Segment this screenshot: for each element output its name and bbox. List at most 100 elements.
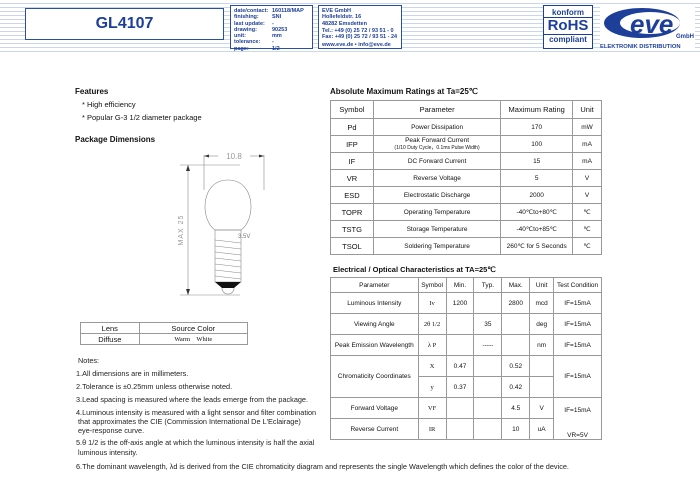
table-row: VR Reverse Voltage 5 V bbox=[330, 169, 602, 187]
table-row: Forward Voltage VF 4.5 V IF=15mA VR=5V bbox=[330, 397, 602, 440]
table-cell: 2θ 1/2 bbox=[417, 313, 447, 335]
info-label: drawing: bbox=[234, 26, 257, 33]
cell-text: Soldering Temperature bbox=[404, 242, 470, 250]
cell-text: VR=5V bbox=[567, 431, 588, 439]
info-label: unit: bbox=[234, 33, 246, 40]
info-label: tolerance: bbox=[234, 39, 261, 46]
company-fax: Fax: +49 (0) 25 72 / 93 51 - 24 bbox=[322, 34, 398, 41]
drawing-info-box: date/contact: 160118/MAP finishing: SNI last… bbox=[230, 5, 313, 52]
table-cell: IF=15mA bbox=[553, 292, 602, 314]
table-cell: Peak Emission Wavelength bbox=[330, 334, 419, 356]
cell-text: Storage Temperature bbox=[406, 225, 468, 233]
table-cell: deg bbox=[529, 313, 555, 335]
table-cell: -40℃to+80℃ bbox=[500, 203, 574, 221]
column-header: Parameter bbox=[372, 100, 502, 119]
table-cell: mA bbox=[572, 152, 602, 170]
eve-logo: eve GmbH ELEKTRONIK DISTRIBUTION bbox=[600, 6, 695, 50]
table-cell: Forward Voltage bbox=[330, 397, 419, 419]
cell-text: 170 bbox=[531, 123, 543, 131]
info-value: 160118/MAP bbox=[272, 8, 304, 14]
electrical-title: Electrical / Optical Characteristics at … bbox=[333, 265, 496, 274]
info-label: date/contact: bbox=[234, 8, 269, 14]
table-row: Luminous Intensity Iv 1200 2800 mcd IF=15mA bbox=[330, 292, 602, 314]
table-cell: 0.42 bbox=[501, 376, 531, 398]
company-web: www.eve.de • info@eve.de bbox=[322, 42, 391, 49]
cell-text: ℃ bbox=[583, 226, 591, 233]
table-cell: Soldering Temperature bbox=[372, 237, 502, 255]
cell-text: 15 bbox=[533, 157, 541, 165]
cell-text: mW bbox=[581, 123, 593, 131]
info-label: finishing: bbox=[234, 14, 259, 21]
note-item: 2.Tolerance is ±0.25mm unless otherwise … bbox=[76, 382, 233, 391]
info-value: mm bbox=[272, 33, 282, 40]
table-cell: 2000 bbox=[500, 186, 574, 204]
table-cell: 5 bbox=[500, 169, 574, 187]
info-row: date/contact: 160118/MAP bbox=[234, 8, 309, 14]
info-value: SNI bbox=[272, 14, 282, 21]
table-row: TOPR Operating Temperature -40℃to+80℃ ℃ bbox=[330, 203, 602, 221]
height-dimension: MAX 25 bbox=[178, 215, 185, 246]
table-cell: Reverse Current bbox=[330, 418, 419, 440]
table-row: IFP Peak Forward Current (1/10 Duty Cycle，… bbox=[330, 135, 602, 153]
cell-text: Pd bbox=[347, 122, 357, 132]
table-cell bbox=[473, 292, 503, 314]
table-row: Chromaticity Coordinates X 0.47 0.52 IF=15mA bbox=[330, 355, 602, 398]
table-row: IF DC Forward Current 15 mA bbox=[330, 152, 602, 170]
cell-text: VR bbox=[346, 173, 358, 183]
info-row: unit: mm bbox=[234, 33, 309, 39]
table-cell: -40℃to+85℃ bbox=[500, 220, 574, 238]
cell-text: Electrostatic Discharge bbox=[403, 191, 471, 199]
note-item: 4.Luminous intensity is measured with a … bbox=[76, 408, 317, 417]
features-title: Features bbox=[75, 87, 109, 96]
table-cell: 260℃ for 5 Seconds bbox=[500, 237, 574, 255]
column-header: Symbol bbox=[330, 100, 374, 119]
svg-text:GmbH: GmbH bbox=[676, 34, 694, 40]
table-cell: V bbox=[529, 397, 555, 419]
width-dimension: 10.8 bbox=[226, 152, 242, 161]
table-header-row: Symbol Parameter Maximum Rating Unit bbox=[330, 100, 602, 119]
table-row: Viewing Angle 2θ 1/2 35 deg IF=15mA bbox=[330, 313, 602, 335]
cell-text: IFP bbox=[346, 139, 358, 149]
cell-text: 260℃ for 5 Seconds bbox=[506, 243, 567, 250]
column-header: Max. bbox=[501, 277, 531, 293]
cell-text: V bbox=[584, 174, 590, 182]
table-cell: Viewing Angle bbox=[330, 313, 419, 335]
lens-value: Diffuse bbox=[80, 333, 140, 345]
note-item-cont: that approximates the CIE (Commission In… bbox=[78, 417, 301, 426]
info-row: tolerance: - bbox=[234, 39, 309, 45]
cell-text: ESD bbox=[344, 190, 360, 200]
cell-text: Peak Forward Current bbox=[405, 137, 470, 144]
table-cell: Reverse Voltage bbox=[372, 169, 502, 187]
table-row: Reverse Current IR 10 uA bbox=[330, 418, 602, 440]
rohs-konform: konform bbox=[552, 8, 584, 17]
column-header: Unit bbox=[529, 277, 555, 293]
table-cell: ℃ bbox=[572, 220, 602, 238]
table-cell: VF bbox=[417, 397, 447, 419]
cell-text: mA bbox=[582, 157, 592, 165]
table-cell: Storage Temperature bbox=[372, 220, 502, 238]
cell-text: ℃ bbox=[583, 209, 591, 216]
info-row: last update: - bbox=[234, 21, 309, 27]
table-cell: uA bbox=[529, 418, 555, 440]
cell-text: -40℃to+80℃ bbox=[516, 209, 557, 216]
table-cell: 4.5 bbox=[501, 397, 531, 419]
cell-text: mA bbox=[582, 140, 592, 148]
table-cell: IF=15mA bbox=[553, 313, 602, 335]
table-cell: 1200 bbox=[445, 292, 475, 314]
cell-text: 2000 bbox=[529, 191, 544, 199]
table-cell: IF=15mA VR=5V bbox=[553, 397, 602, 440]
table-cell: IF=15mA bbox=[553, 334, 602, 356]
table-cell bbox=[445, 397, 475, 419]
table-cell: 0.47 bbox=[445, 355, 475, 377]
table-cell: ℃ bbox=[572, 203, 602, 221]
column-header: Symbol bbox=[417, 277, 447, 293]
table-cell: DC Forward Current bbox=[372, 152, 502, 170]
table-cell: λ P bbox=[417, 334, 447, 356]
column-header: Maximum Rating bbox=[500, 100, 574, 119]
note-item-cont: luminous intensity. bbox=[78, 448, 138, 457]
svg-text:ELEKTRONIK DISTRIBUTION: ELEKTRONIK DISTRIBUTION bbox=[600, 44, 681, 50]
table-cell: 10 bbox=[501, 418, 531, 440]
cell-text: Reverse Voltage bbox=[413, 174, 461, 182]
table-cell: Peak Forward Current (1/10 Duty Cycle，0.1… bbox=[372, 135, 502, 153]
company-street: Hollefeldstr. 16 bbox=[322, 14, 362, 21]
